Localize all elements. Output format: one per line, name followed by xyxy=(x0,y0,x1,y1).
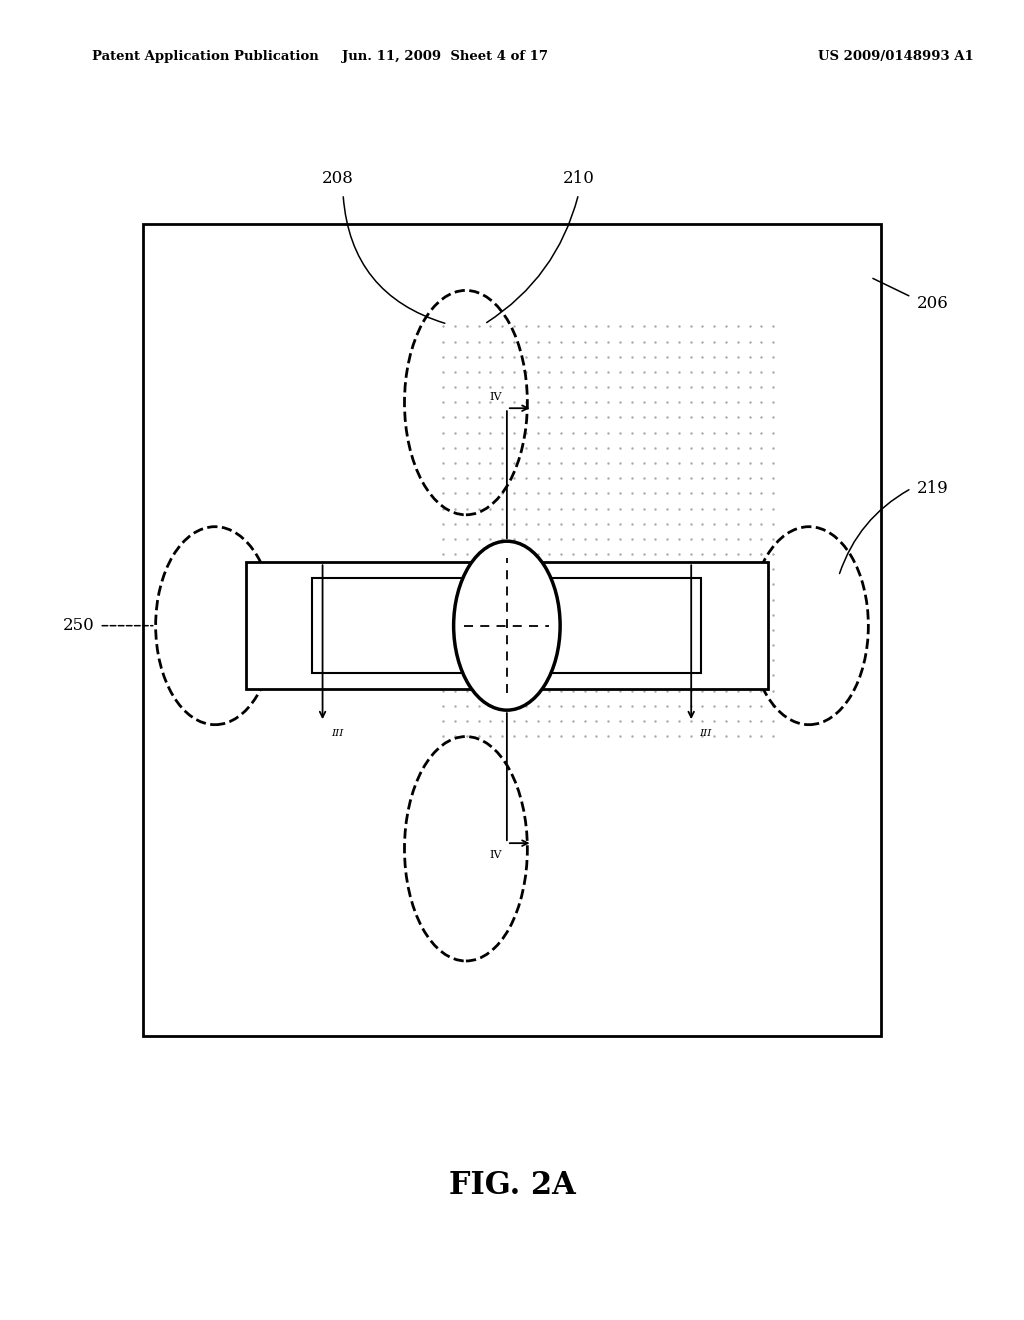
Ellipse shape xyxy=(454,541,560,710)
Bar xyxy=(312,578,701,673)
Text: 250: 250 xyxy=(62,618,94,634)
Text: Jun. 11, 2009  Sheet 4 of 17: Jun. 11, 2009 Sheet 4 of 17 xyxy=(342,50,549,63)
Text: III: III xyxy=(331,729,343,738)
Text: IV: IV xyxy=(489,850,502,859)
Text: III: III xyxy=(699,729,712,738)
Bar xyxy=(246,562,768,689)
Text: Patent Application Publication: Patent Application Publication xyxy=(92,50,318,63)
Text: 219: 219 xyxy=(916,480,948,496)
Text: US 2009/0148993 A1: US 2009/0148993 A1 xyxy=(818,50,974,63)
Bar xyxy=(143,224,881,1036)
Text: IV: IV xyxy=(489,392,502,401)
Text: 210: 210 xyxy=(562,170,595,187)
Text: 206: 206 xyxy=(916,296,948,312)
Text: 208: 208 xyxy=(322,170,354,187)
Text: FIG. 2A: FIG. 2A xyxy=(449,1170,575,1201)
